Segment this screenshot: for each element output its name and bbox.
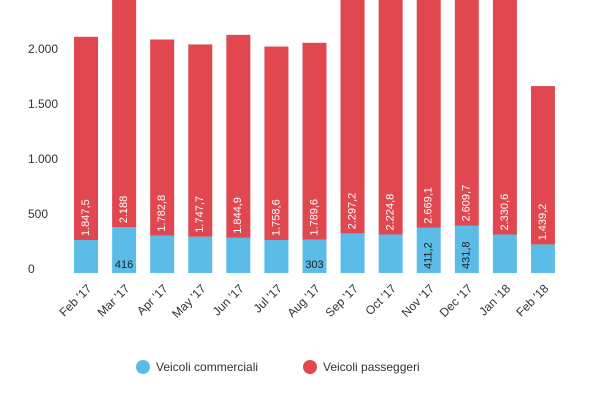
x-tick-label: Mar '17: [95, 281, 133, 319]
bar-segment: [188, 236, 213, 273]
value-label: 2.188: [118, 196, 130, 224]
value-label: 1.439,2: [537, 204, 549, 241]
legend-marker: [136, 360, 150, 374]
bar-segment: [264, 46, 289, 240]
bar-segment: [340, 0, 365, 234]
bar-segment: [530, 86, 555, 245]
bar-segment: [302, 42, 327, 240]
x-tick-label: Sep '17: [323, 281, 362, 320]
value-label: 1.782,8: [156, 195, 168, 232]
legend-label: Veicoli commerciali: [156, 360, 258, 374]
bar-segment: [226, 34, 251, 238]
x-tick-label: Oct '17: [363, 281, 400, 318]
value-label: 411,2: [423, 242, 435, 269]
bar-segment: [454, 0, 479, 226]
value-label: 1.758,6: [270, 199, 282, 236]
value-label: 2.297,2: [346, 193, 358, 230]
bar-segment: [150, 235, 175, 273]
bar-segment: [492, 234, 517, 273]
value-label: 2.669,1: [423, 187, 435, 224]
bar-segment: [530, 244, 555, 273]
x-tick-label: Feb '18: [513, 281, 551, 319]
bar-segment: [378, 234, 403, 273]
bar-segment: [378, 0, 403, 235]
y-tick-label: 500: [28, 207, 48, 221]
x-tick-label: May '17: [169, 281, 209, 321]
value-label: 2.609,7: [461, 185, 473, 222]
x-tick-label: Feb '17: [56, 281, 94, 319]
legend-marker: [303, 360, 317, 374]
value-label: 416: [115, 259, 133, 271]
value-label: 1.844,9: [232, 197, 244, 234]
value-label: 1.747,7: [194, 196, 206, 233]
bar-segment: [226, 237, 251, 273]
bar-segment: [416, 0, 441, 228]
x-tick-label: Jun '17: [210, 281, 247, 318]
y-tick-label: 1.500: [28, 97, 58, 111]
x-tick-label: Jul '17: [251, 281, 285, 315]
bar-segment: [416, 227, 441, 273]
y-tick-label: 2.000: [28, 42, 58, 56]
legend-label: Veicoli passeggeri: [323, 360, 420, 374]
value-label: 2.224,8: [385, 194, 397, 231]
x-tick-label: Aug '17: [284, 281, 323, 320]
bar-segment: [150, 39, 175, 236]
bar-segment: [492, 0, 517, 235]
bar-segment: [188, 44, 213, 237]
y-tick-label: 2.500: [28, 0, 58, 1]
bar-segment: [264, 240, 289, 273]
x-tick-label: Apr '17: [134, 281, 171, 318]
bar-segment: [74, 36, 99, 241]
bar-segment: [302, 239, 327, 273]
x-tick-label: Dec '17: [437, 281, 476, 320]
value-label: 2.330,6: [499, 194, 511, 231]
bar-segment: [340, 233, 365, 273]
x-tick-label: Nov '17: [399, 281, 438, 320]
value-label: 1.789,6: [308, 199, 320, 236]
bar-segment: [454, 225, 479, 273]
y-tick-label: 0: [28, 262, 35, 276]
value-label: 431,8: [461, 241, 473, 269]
bar-segment: [74, 240, 99, 273]
bar-segment: [112, 227, 137, 273]
bar-segment: [112, 0, 137, 228]
value-label: 303: [305, 259, 323, 271]
x-tick-label: Jan '18: [476, 281, 513, 318]
y-tick-label: 1.000: [28, 152, 58, 166]
value-label: 1.847,5: [80, 199, 92, 236]
